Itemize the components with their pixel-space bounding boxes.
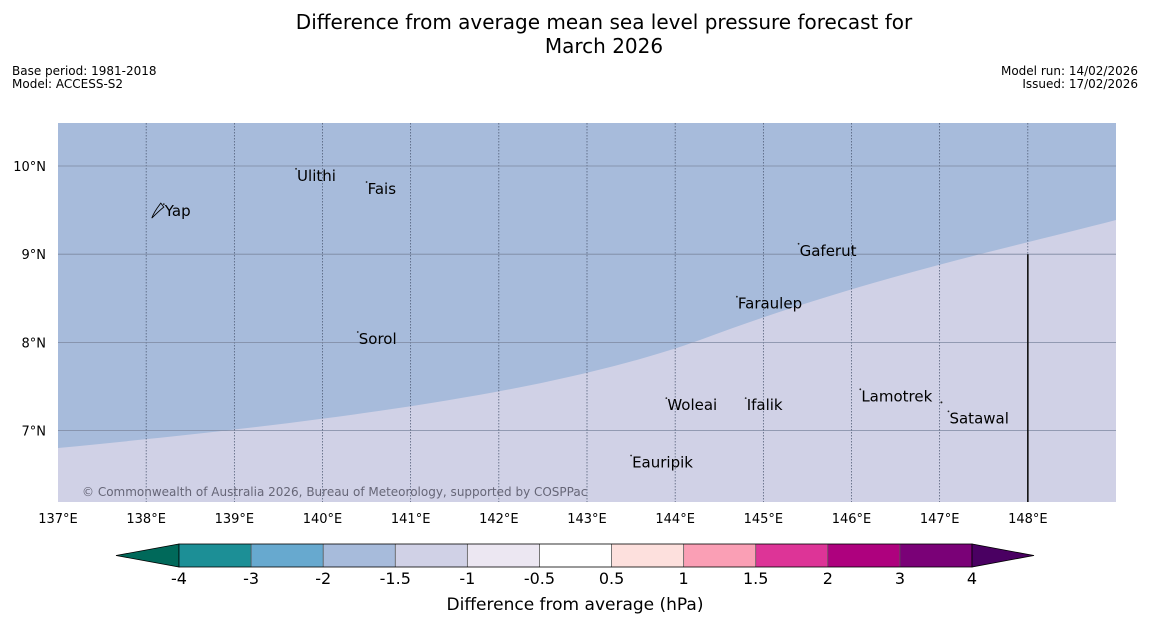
lon-tick-label: 139°E (215, 512, 255, 527)
colorbar-segment (179, 544, 252, 567)
island-marker (735, 295, 738, 298)
colorbar-segment (755, 544, 828, 567)
issued-date: Issued: 17/02/2026 (1022, 77, 1138, 91)
island-marker (365, 181, 368, 183)
island-marker (947, 410, 950, 413)
colorbar-tick-label: -1.5 (380, 569, 411, 588)
title-line-1: Difference from average mean sea level p… (295, 10, 913, 34)
place-label-ifalik: Ifalik (747, 396, 783, 414)
copyright-notice: © Commonwealth of Australia 2026, Bureau… (82, 485, 587, 499)
colorbar-tick-label: 1.5 (743, 569, 768, 588)
colorbar-segment (323, 544, 396, 567)
lon-tick-label: 148°E (1008, 512, 1048, 527)
island-marker (940, 401, 943, 404)
colorbar-tick-label: 0.5 (599, 569, 624, 588)
island-marker (665, 397, 668, 400)
colorbar-tick-label: -1 (459, 569, 475, 588)
colorbar-tick-label: 1 (679, 569, 689, 588)
island-marker (162, 203, 165, 206)
colorbar-tick-label: -3 (243, 569, 259, 588)
lon-tick-label: 141°E (391, 512, 431, 527)
place-label-eauripik: Eauripik (632, 453, 693, 471)
colorbar-tick-label: 3 (895, 569, 905, 588)
lat-tick-label: 10°N (13, 160, 46, 175)
place-label-woleai: Woleai (667, 396, 717, 414)
chart-title: Difference from average mean sea level p… (0, 10, 1150, 58)
yap-island-shape (151, 202, 165, 219)
colorbar-tick-label: -2 (315, 569, 331, 588)
model-name: Model: ACCESS-S2 (12, 77, 124, 91)
place-label-gaferut: Gaferut (800, 242, 857, 260)
lon-tick-label: 138°E (126, 512, 166, 527)
place-label-ulithi: Ulithi (297, 167, 336, 185)
colorbar-tick-label: 2 (823, 569, 833, 588)
place-label-yap: Yap (164, 202, 191, 220)
colorbar-segment (251, 544, 324, 567)
colorbar-over-arrow (971, 543, 1035, 568)
lon-tick-label: 137°E (38, 512, 78, 527)
lon-tick-label: 142°E (479, 512, 519, 527)
colorbar-segment (683, 544, 756, 567)
colorbar-tick-label: 4 (967, 569, 977, 588)
island-marker (356, 331, 359, 333)
meta-right: Model run: 14/02/2026 Issued: 17/02/2026 (1001, 65, 1138, 91)
place-label-faraulep: Faraulep (738, 295, 802, 313)
colorbar-segment (899, 544, 972, 567)
colorbar-label: Difference from average (hPa) (447, 595, 704, 615)
island-marker (859, 388, 862, 391)
place-label-satawal: Satawal (949, 409, 1008, 427)
place-label-fais: Fais (368, 180, 397, 198)
place-labels: Yap Ulithi Fais Gaferut Faraulep Sorol Lamotre… (151, 167, 1009, 471)
lon-tick-label: 140°E (303, 512, 343, 527)
colorbar: -4 -3 -2 -1.5 -1 -0.5 0.5 1 1.5 2 3 4 (115, 543, 1035, 588)
colorbar-tick-label: -0.5 (524, 569, 555, 588)
colorbar-tick-label: -4 (171, 569, 187, 588)
place-label-lamotrek: Lamotrek (861, 387, 932, 405)
colorbar-under-arrow (115, 543, 180, 568)
lat-tick-label: 9°N (22, 248, 47, 263)
colorbar-segment (611, 544, 684, 567)
colorbar-segment (539, 544, 612, 567)
map-axes: 10°N 9°N 8°N 7°N 137°E 138°E 139°E 140°E 141°E 14… (13, 160, 1047, 527)
model-run: Model run: 14/02/2026 (1000, 64, 1138, 78)
island-marker (797, 242, 800, 245)
lat-tick-label: 8°N (22, 336, 47, 351)
map-area (58, 123, 1116, 502)
lon-tick-label: 144°E (655, 512, 695, 527)
island-marker (295, 167, 297, 170)
place-label-sorol: Sorol (359, 330, 397, 348)
lon-tick-label: 143°E (567, 512, 607, 527)
lon-tick-label: 145°E (744, 512, 784, 527)
meta-left: Base period: 1981-2018 Model: ACCESS-S2 (12, 65, 157, 91)
lon-tick-label: 147°E (920, 512, 960, 527)
colorbar-segment (827, 544, 900, 567)
island-marker (744, 397, 747, 400)
island-marker (630, 454, 632, 457)
lon-tick-label: 146°E (832, 512, 872, 527)
colorbar-segment (395, 544, 468, 567)
base-period: Base period: 1981-2018 (12, 64, 157, 78)
colorbar-segment (467, 544, 540, 567)
title-line-2: March 2026 (544, 34, 664, 58)
lat-tick-label: 7°N (22, 425, 47, 440)
